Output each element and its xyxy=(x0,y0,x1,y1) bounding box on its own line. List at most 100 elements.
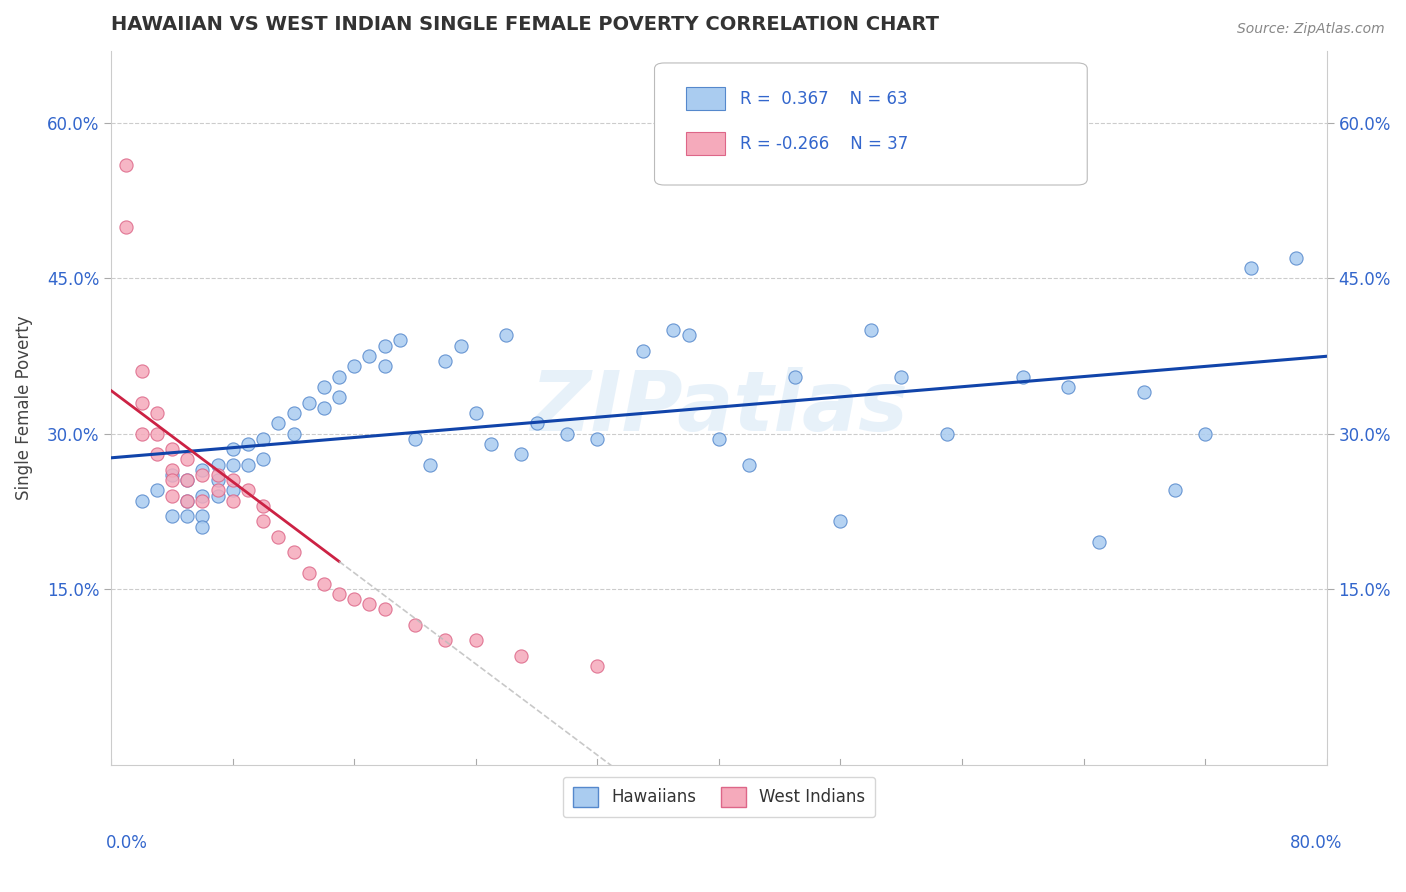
Point xyxy=(328,390,350,404)
Point xyxy=(495,328,517,343)
Point xyxy=(312,576,335,591)
Point xyxy=(419,458,441,472)
Text: R = -0.266    N = 37: R = -0.266 N = 37 xyxy=(740,135,908,153)
Point xyxy=(252,499,274,513)
Point xyxy=(631,343,654,358)
Point xyxy=(222,493,245,508)
Point xyxy=(312,401,335,415)
Point xyxy=(1087,535,1109,549)
Point xyxy=(283,406,305,420)
Point xyxy=(160,489,183,503)
Point xyxy=(312,380,335,394)
Point xyxy=(359,597,381,611)
Point xyxy=(207,458,229,472)
Point xyxy=(252,515,274,529)
Point xyxy=(160,473,183,487)
Point xyxy=(222,483,245,498)
Point xyxy=(328,369,350,384)
Point xyxy=(236,458,259,472)
Point xyxy=(176,473,198,487)
FancyBboxPatch shape xyxy=(655,63,1087,185)
Y-axis label: Single Female Poverty: Single Female Poverty xyxy=(15,316,32,500)
Point xyxy=(283,545,305,559)
Point xyxy=(510,447,533,461)
Point xyxy=(207,483,229,498)
Point xyxy=(146,406,169,420)
Point xyxy=(526,416,548,430)
Point xyxy=(374,359,396,374)
Point xyxy=(586,659,609,673)
Point xyxy=(890,369,912,384)
Point xyxy=(191,493,214,508)
Point xyxy=(160,467,183,482)
Point xyxy=(236,483,259,498)
Point xyxy=(1164,483,1187,498)
Point xyxy=(464,406,486,420)
Point xyxy=(1057,380,1080,394)
Point xyxy=(1133,385,1156,400)
Point xyxy=(191,489,214,503)
Point xyxy=(146,483,169,498)
Point xyxy=(115,158,138,172)
Point xyxy=(738,458,761,472)
Point xyxy=(131,395,153,409)
Point xyxy=(359,349,381,363)
Point xyxy=(131,364,153,378)
Point xyxy=(160,463,183,477)
Point xyxy=(1285,251,1308,265)
Point xyxy=(207,489,229,503)
Text: 0.0%: 0.0% xyxy=(105,834,148,852)
Point xyxy=(191,467,214,482)
Text: ZIPatlas: ZIPatlas xyxy=(530,368,908,448)
Point xyxy=(404,432,426,446)
Point xyxy=(707,432,730,446)
Point xyxy=(283,426,305,441)
Point xyxy=(191,509,214,524)
Point xyxy=(374,602,396,616)
Point xyxy=(267,416,290,430)
Point xyxy=(191,519,214,533)
Point xyxy=(404,618,426,632)
Point xyxy=(146,447,169,461)
Point xyxy=(236,437,259,451)
Point xyxy=(191,463,214,477)
Point xyxy=(267,530,290,544)
Point xyxy=(131,493,153,508)
Text: HAWAIIAN VS WEST INDIAN SINGLE FEMALE POVERTY CORRELATION CHART: HAWAIIAN VS WEST INDIAN SINGLE FEMALE PO… xyxy=(111,15,939,34)
Point xyxy=(343,359,366,374)
Point xyxy=(678,328,700,343)
Point xyxy=(1240,260,1263,275)
Point xyxy=(586,432,609,446)
Point xyxy=(252,432,274,446)
Point xyxy=(328,587,350,601)
Point xyxy=(662,323,685,337)
Point xyxy=(146,426,169,441)
Point xyxy=(450,338,472,352)
Point xyxy=(176,509,198,524)
Point xyxy=(830,515,852,529)
Point xyxy=(1011,369,1033,384)
Text: R =  0.367    N = 63: R = 0.367 N = 63 xyxy=(740,90,907,108)
Point xyxy=(555,426,578,441)
Point xyxy=(222,458,245,472)
Point xyxy=(222,473,245,487)
Point xyxy=(464,633,486,648)
Point xyxy=(859,323,882,337)
Point xyxy=(207,473,229,487)
Text: Source: ZipAtlas.com: Source: ZipAtlas.com xyxy=(1237,22,1385,37)
Point xyxy=(374,338,396,352)
Point xyxy=(176,493,198,508)
FancyBboxPatch shape xyxy=(686,87,725,110)
Point xyxy=(115,219,138,234)
Point xyxy=(160,442,183,456)
Point xyxy=(176,493,198,508)
Point xyxy=(176,452,198,467)
Point xyxy=(207,467,229,482)
Point xyxy=(160,509,183,524)
Point xyxy=(434,354,457,368)
Point xyxy=(935,426,957,441)
Point xyxy=(434,633,457,648)
Point xyxy=(388,334,411,348)
Point xyxy=(343,592,366,607)
Point xyxy=(222,442,245,456)
